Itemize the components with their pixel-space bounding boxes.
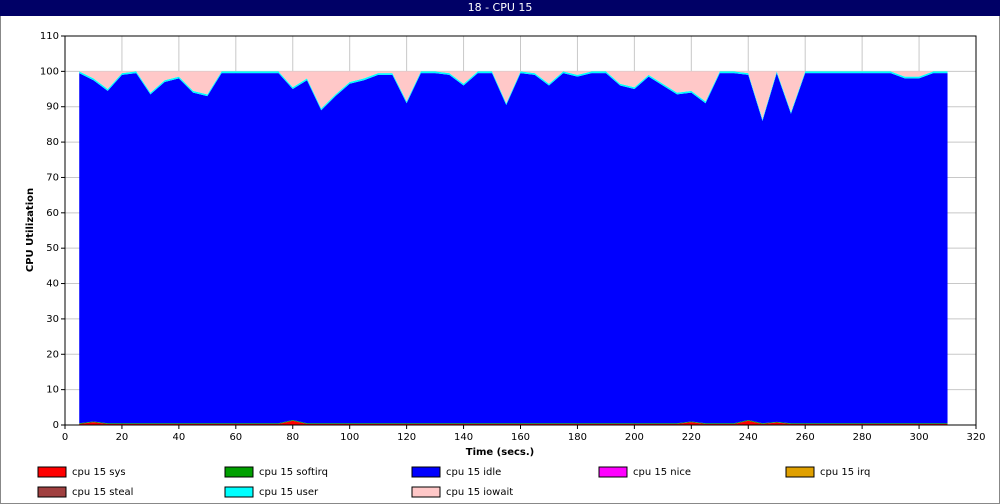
legend-label: cpu 15 irq: [820, 467, 870, 478]
legend-swatch: [224, 466, 254, 478]
title-bar: [0, 0, 1000, 16]
legend-swatch: [37, 466, 67, 478]
y-axis-label: CPU Utilization: [25, 188, 36, 272]
x-tick-label: 200: [625, 432, 644, 443]
y-tick-label: 90: [46, 102, 59, 113]
x-tick-label: 0: [62, 432, 68, 443]
legend-label: cpu 15 iowait: [446, 487, 513, 498]
x-tick-label: 320: [966, 432, 985, 443]
x-tick-label: 220: [682, 432, 701, 443]
area: [79, 73, 948, 424]
area: [79, 71, 948, 120]
y-tick-label: 0: [53, 420, 59, 431]
x-tick-label: 180: [568, 432, 587, 443]
legend-label: cpu 15 sys: [72, 467, 126, 478]
x-tick-label: 20: [116, 432, 129, 443]
legend-swatch: [598, 466, 628, 478]
x-tick-label: 300: [910, 432, 929, 443]
x-tick-label: 140: [454, 432, 473, 443]
legend-label: cpu 15 steal: [72, 487, 133, 498]
x-tick-label: 40: [173, 432, 186, 443]
y-tick-label: 40: [46, 279, 59, 290]
x-tick-label: 240: [739, 432, 758, 443]
y-tick-label: 80: [46, 137, 59, 148]
x-tick-label: 260: [796, 432, 815, 443]
legend-swatch: [411, 486, 441, 498]
x-tick-label: 60: [229, 432, 242, 443]
y-tick-label: 30: [46, 314, 59, 325]
legend-swatch: [411, 466, 441, 478]
x-tick-label: 280: [853, 432, 872, 443]
x-tick-label: 160: [511, 432, 530, 443]
y-tick-label: 10: [46, 385, 59, 396]
legend-swatch: [224, 486, 254, 498]
y-tick-label: 110: [40, 31, 59, 42]
legend-label: cpu 15 idle: [446, 467, 501, 478]
y-tick-label: 20: [46, 349, 59, 360]
x-axis-label: Time (secs.): [466, 447, 535, 458]
y-tick-label: 70: [46, 172, 59, 183]
legend-swatch: [785, 466, 815, 478]
legend-label: cpu 15 nice: [633, 467, 691, 478]
legend-swatch: [37, 486, 67, 498]
y-tick-label: 50: [46, 243, 59, 254]
area: [79, 420, 948, 424]
plot-border: [64, 35, 977, 426]
x-tick-label: 100: [340, 432, 359, 443]
y-tick-label: 60: [46, 208, 59, 219]
legend-label: cpu 15 user: [259, 487, 319, 498]
legend-label: cpu 15 softirq: [259, 467, 328, 478]
y-tick-label: 100: [40, 66, 59, 77]
chart-title: 18 - CPU 15: [468, 1, 533, 14]
x-tick-label: 80: [286, 432, 299, 443]
x-tick-label: 120: [397, 432, 416, 443]
